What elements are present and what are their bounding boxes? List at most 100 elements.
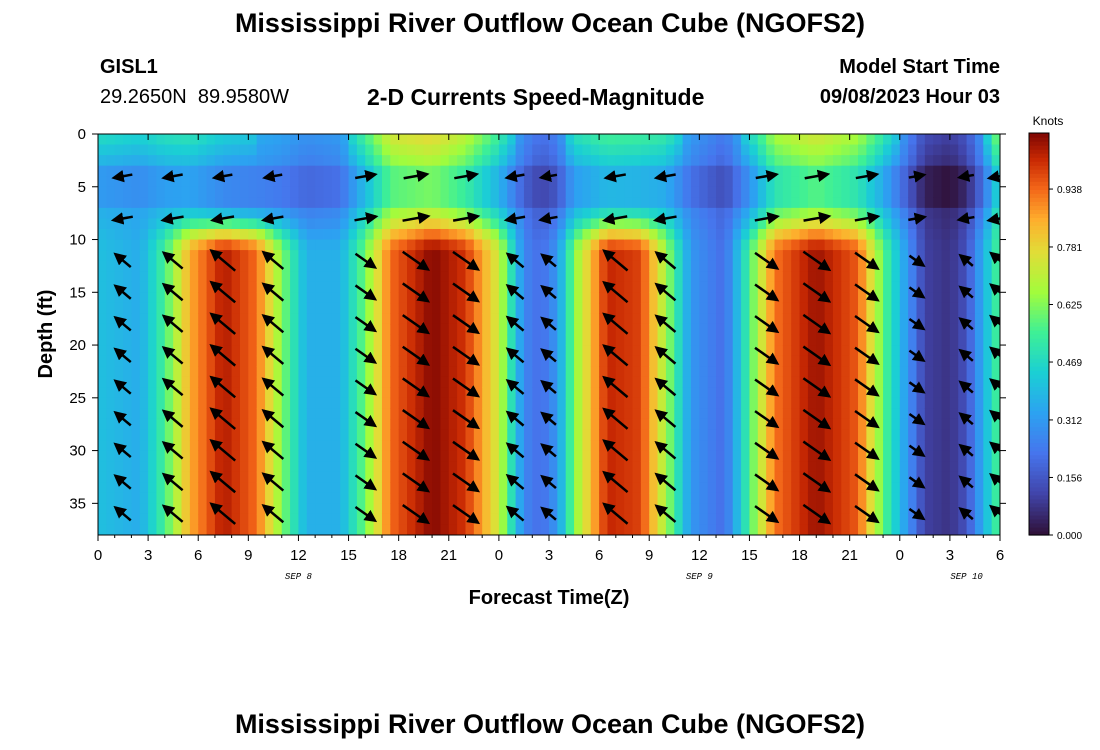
heat-cell (891, 524, 901, 535)
heat-cell (123, 260, 133, 272)
colorbar-cell (1029, 193, 1049, 198)
heat-cell (465, 440, 475, 452)
heat-cell (248, 281, 258, 293)
heat-cell (941, 165, 951, 177)
heat-cell (173, 313, 183, 325)
heat-cell (590, 334, 600, 346)
heat-cell (390, 513, 400, 526)
heat-cell (198, 376, 208, 388)
heat-cell (682, 461, 692, 473)
heat-cell (239, 376, 249, 388)
heat-cell (941, 387, 951, 399)
heat-cell (966, 366, 976, 378)
heat-cell (933, 345, 943, 357)
heat-cell (106, 418, 116, 431)
heat-cell (916, 197, 926, 209)
heat-cell (331, 176, 341, 188)
heat-cell (423, 281, 433, 293)
heat-cell (532, 165, 542, 177)
heat-cell (640, 313, 650, 325)
heat-cell (824, 461, 834, 473)
heat-cell (465, 334, 475, 346)
heat-cell (123, 492, 133, 504)
heat-cell (858, 250, 867, 262)
heat-cell (298, 207, 308, 220)
heat-cell (206, 134, 216, 146)
heat-cell (473, 366, 483, 378)
heat-cell (248, 334, 258, 346)
heat-cell (707, 281, 717, 293)
heat-cell (173, 165, 183, 177)
heat-cell (716, 524, 725, 535)
heat-cell (832, 461, 842, 473)
heat-cell (557, 292, 567, 304)
heat-cell (523, 165, 533, 177)
heat-cell (607, 239, 617, 251)
heat-cell (131, 197, 141, 209)
heat-cell (432, 513, 442, 526)
heat-cell (356, 334, 366, 346)
heat-cell (949, 450, 959, 462)
heat-cell (757, 366, 767, 378)
heat-cell (114, 144, 124, 156)
heat-cell (298, 461, 308, 473)
heat-cell (949, 323, 959, 336)
heat-cell (549, 302, 558, 314)
heat-cell (640, 513, 650, 526)
heat-cell (340, 503, 350, 515)
heat-cell (832, 271, 842, 283)
heat-cell (832, 503, 842, 515)
heat-cell (757, 186, 767, 198)
heat-cell (590, 260, 600, 272)
heat-cell (782, 345, 792, 357)
current-arrow (454, 169, 480, 183)
heat-cell (281, 186, 291, 198)
heat-cell (298, 313, 308, 325)
heat-cell (891, 186, 901, 198)
heat-cell (482, 513, 492, 526)
heat-cell (440, 461, 450, 473)
heat-cell (924, 345, 934, 357)
heat-cell (824, 397, 834, 409)
heat-cell (106, 482, 116, 494)
heat-cell (365, 345, 375, 357)
heat-cell (741, 376, 751, 388)
heat-cell (599, 450, 609, 462)
heat-cell (331, 228, 341, 241)
heat-cell (139, 461, 149, 473)
heat-cell (290, 397, 300, 409)
current-arrow (540, 443, 557, 458)
heat-cell (181, 503, 191, 515)
current-arrow (452, 314, 481, 335)
heat-cell (841, 471, 851, 483)
heat-cell (281, 228, 291, 241)
heat-cell (949, 408, 959, 420)
heat-cell (239, 144, 249, 156)
heat-cell (381, 239, 391, 251)
heat-cell (198, 355, 208, 367)
heat-cell (206, 292, 216, 304)
current-arrow (654, 251, 677, 270)
heat-cell (206, 387, 216, 399)
heat-cell (983, 134, 993, 146)
heat-cell (674, 366, 684, 378)
heat-cell (858, 197, 867, 209)
heat-cell (949, 492, 959, 504)
heat-cell (290, 144, 300, 156)
heat-cell (690, 260, 700, 272)
heat-cell (866, 397, 876, 409)
heat-cell (649, 461, 659, 473)
heat-cell (766, 197, 776, 209)
heat-cell (365, 313, 375, 325)
heat-cell (440, 376, 450, 388)
heat-cell (156, 482, 166, 494)
heat-cell (139, 429, 149, 441)
heat-cell (423, 197, 433, 209)
heat-cell (640, 250, 650, 262)
heat-cell (557, 250, 567, 262)
heat-cell (340, 482, 350, 494)
heat-cell (457, 165, 467, 177)
heat-cell (799, 144, 809, 156)
heat-cell (148, 239, 158, 251)
heat-cell (866, 429, 876, 441)
